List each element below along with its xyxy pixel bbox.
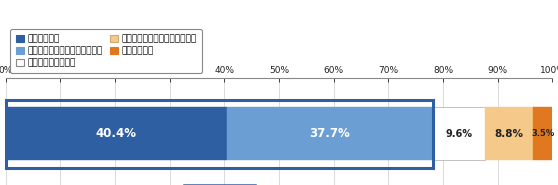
Text: 8.8%: 8.8% (495, 129, 524, 139)
Text: 9.6%: 9.6% (445, 129, 473, 139)
Bar (533, 107, 552, 160)
Legend: 働き続けたい, どちらかと言えば働き続けたい, どちらとも言えない, どちらかと言えば働きたくない, 働きたくない: 働き続けたい, どちらかと言えば働き続けたい, どちらとも言えない, どちらかと… (10, 29, 202, 73)
Text: 3.5%: 3.5% (531, 129, 555, 138)
Text: 37.7%: 37.7% (309, 127, 350, 140)
Text: 40.4%: 40.4% (95, 127, 137, 140)
Bar (6, 100, 432, 168)
Bar (485, 107, 533, 160)
Bar (227, 107, 432, 160)
Bar (6, 107, 227, 160)
Bar (432, 107, 485, 160)
